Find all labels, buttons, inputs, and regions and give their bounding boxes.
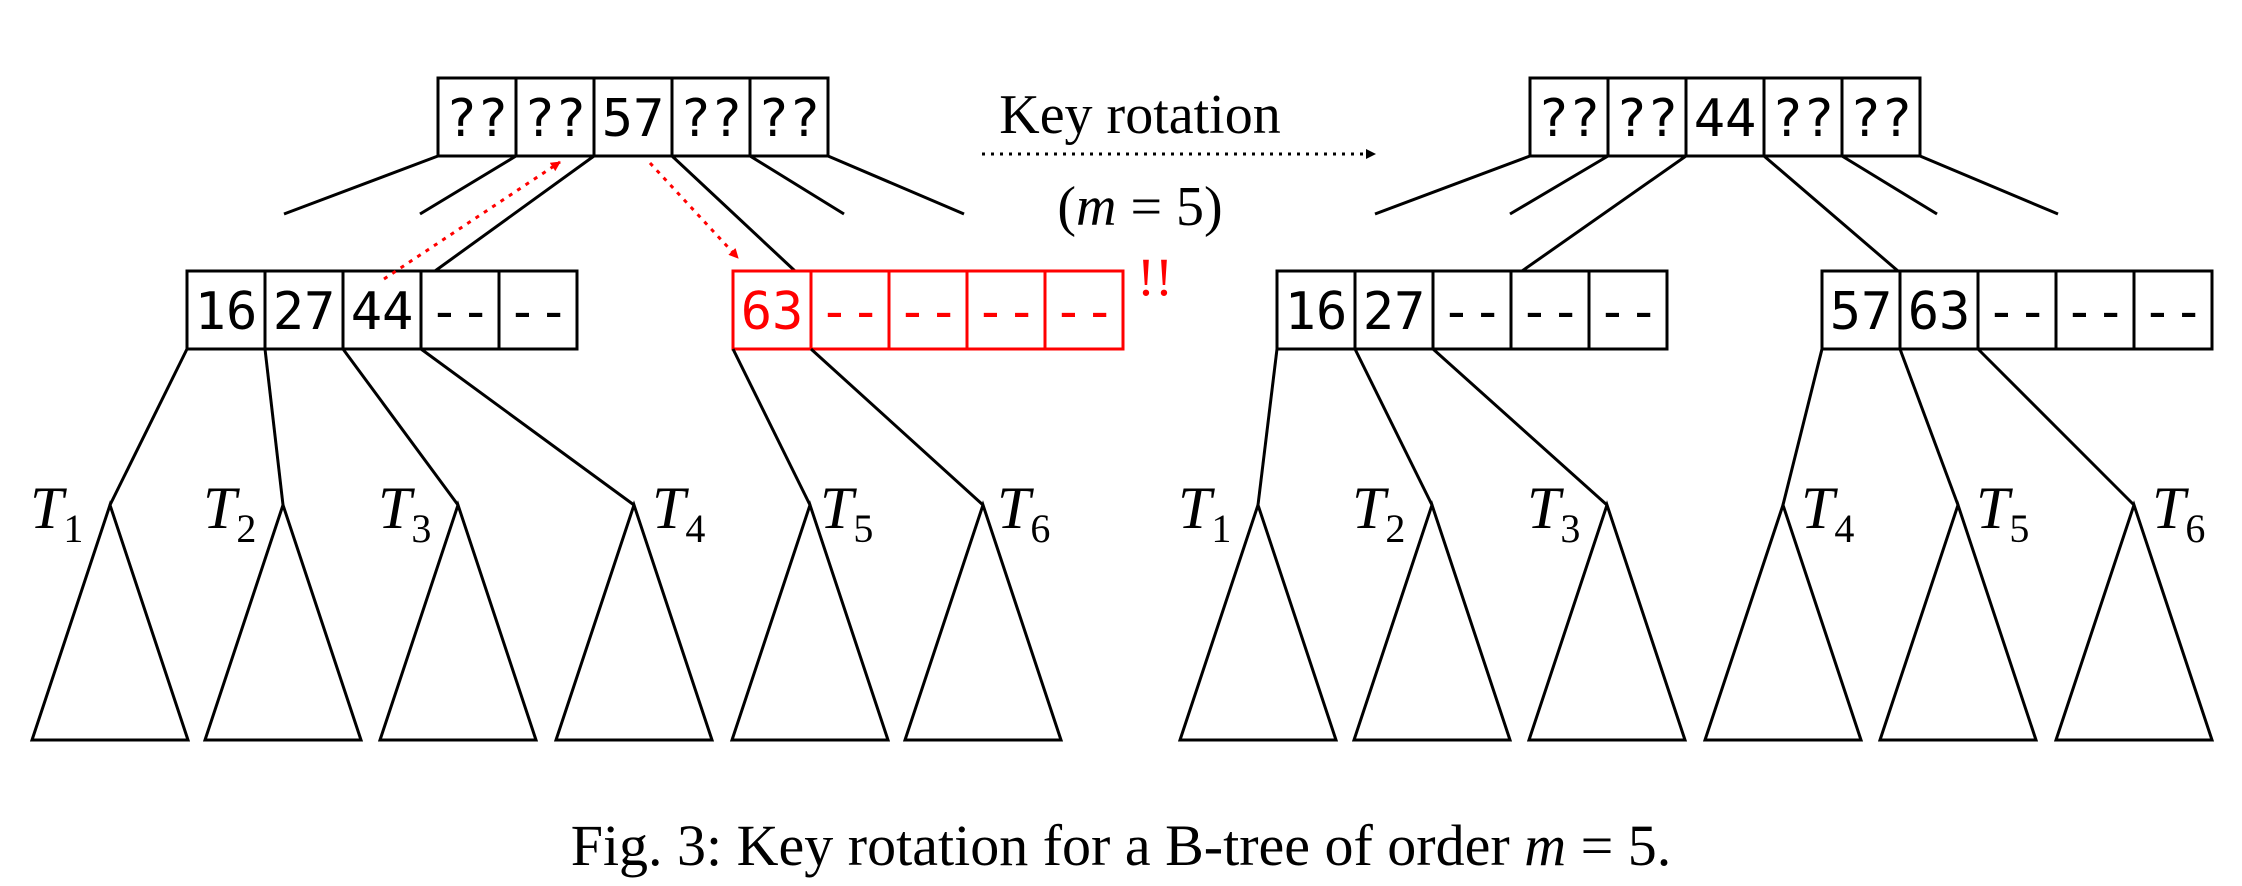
transition: Key rotation (m = 5)	[982, 84, 1376, 238]
rotation-arrow-down	[648, 161, 740, 260]
right-right-child-node: 57 63 -- -- --	[1820, 269, 2214, 351]
right-left-child-key: 16	[1285, 282, 1348, 342]
subtree-label: T3	[1527, 475, 1580, 551]
right-root-node: ?? ?? 44 ?? ??	[1528, 76, 1922, 158]
right-right-child-key: --	[2064, 282, 2127, 342]
subtree-triangle	[1351, 500, 1513, 742]
right-left-child-key: 27	[1363, 282, 1426, 342]
right-root-edges	[1374, 154, 2059, 273]
right-right-child-key: --	[2142, 282, 2205, 342]
subtree-triangle	[2053, 500, 2215, 742]
left-child-edges	[108, 347, 985, 507]
underflow-child-key: 63	[741, 282, 804, 342]
left-root-key: ??	[524, 89, 587, 149]
subtree-label: T1	[30, 475, 83, 551]
right-right-child-key: --	[1986, 282, 2049, 342]
subtree-triangle	[29, 500, 191, 742]
left-child-key: --	[507, 282, 570, 342]
right-left-child-key: --	[1519, 282, 1582, 342]
subtree-triangle	[202, 500, 364, 742]
subtree-label: T6	[997, 475, 1050, 551]
underflow-child-key: --	[1053, 282, 1116, 342]
right-root-key: ??	[1538, 89, 1601, 149]
left-child-key: --	[429, 282, 492, 342]
subtree-label: T2	[203, 475, 256, 551]
right-tree: ?? ?? 44 ?? ?? 16 27 -- -- --	[1177, 76, 2215, 742]
subtree-triangle	[902, 500, 1064, 742]
underflow-warning: !!	[1137, 247, 1173, 307]
right-child-edges	[1256, 347, 2136, 507]
figure-caption: Fig. 3: Key rotation for a B-tree of ord…	[571, 813, 1672, 878]
subtree-label: T4	[1801, 475, 1854, 551]
right-right-child-key: 63	[1908, 282, 1971, 342]
right-left-child-node: 16 27 -- -- --	[1275, 269, 1669, 351]
right-root-key: 44	[1694, 89, 1757, 149]
left-child-key: 16	[195, 282, 258, 342]
subtree-triangle	[553, 500, 715, 742]
right-root-key: ??	[1850, 89, 1913, 149]
left-child-key: 27	[273, 282, 336, 342]
transition-param: (m = 5)	[1057, 176, 1222, 238]
transition-label: Key rotation	[999, 84, 1280, 146]
subtree-label: T5	[1976, 475, 2029, 551]
subtree-triangle	[729, 500, 891, 742]
left-root-edges	[283, 154, 965, 273]
right-subtree-labels: T1 T2 T3 T4 T5 T6	[1178, 475, 2205, 551]
subtree-triangle	[1526, 500, 1688, 742]
subtree-label: T1	[1178, 475, 1231, 551]
rotation-arrow-up	[383, 160, 561, 281]
left-child-node: 16 27 44 -- --	[185, 269, 579, 351]
left-root-key: ??	[758, 89, 821, 149]
subtree-label: T3	[378, 475, 431, 551]
left-tree: ?? ?? 57 ?? ?? 16 27 44 -- --	[29, 76, 1173, 742]
subtree-label: T5	[820, 475, 873, 551]
subtree-triangle	[377, 500, 539, 742]
subtree-triangle	[1702, 500, 1864, 742]
subtree-triangle	[1877, 500, 2039, 742]
subtree-label: T4	[652, 475, 705, 551]
right-left-child-key: --	[1597, 282, 1660, 342]
left-subtree-labels: T1 T2 T3 T4 T5 T6	[30, 475, 1050, 551]
underflow-child-key: --	[975, 282, 1038, 342]
left-root-key: ??	[680, 89, 743, 149]
right-subtree-triangles	[1177, 500, 2215, 742]
right-root-key: ??	[1616, 89, 1679, 149]
subtree-label: T2	[1352, 475, 1405, 551]
right-left-child-key: --	[1441, 282, 1504, 342]
left-child-key: 44	[351, 282, 414, 342]
subtree-triangle	[1177, 500, 1339, 742]
right-right-child-key: 57	[1830, 282, 1893, 342]
underflow-child-key: --	[897, 282, 960, 342]
right-root-key: ??	[1772, 89, 1835, 149]
left-root-key: 57	[602, 89, 665, 149]
left-subtree-triangles	[29, 500, 1064, 742]
left-root-node: ?? ?? 57 ?? ??	[436, 76, 830, 158]
subtree-label: T6	[2152, 475, 2205, 551]
underflow-child-node: 63 -- -- -- --	[731, 269, 1125, 351]
left-root-key: ??	[446, 89, 509, 149]
underflow-child-key: --	[819, 282, 882, 342]
